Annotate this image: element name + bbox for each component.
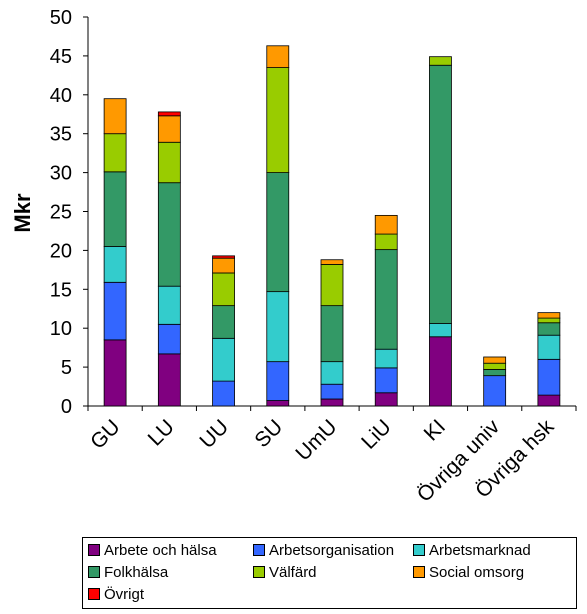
bar-segment — [429, 336, 452, 407]
bar-segment — [103, 98, 127, 135]
y-tick-label: 5 — [61, 357, 72, 379]
y-axis-label: Mkr — [10, 193, 35, 233]
bar-segment — [157, 141, 181, 184]
bar-segment — [483, 356, 507, 364]
bar-segment — [320, 383, 344, 400]
x-tick-label: GU — [86, 415, 125, 454]
bar-segment — [266, 400, 290, 407]
y-tick-label: 10 — [50, 318, 72, 340]
legend-swatch — [88, 588, 100, 600]
legend-swatch — [413, 544, 425, 556]
x-tick-label: UU — [195, 415, 233, 453]
bar-segment — [374, 214, 398, 235]
legend-swatch — [88, 544, 100, 556]
bar-segment — [157, 353, 181, 407]
bar-segment — [320, 305, 344, 363]
bar-segment — [537, 394, 561, 407]
legend-label: Arbetsmarknad — [429, 541, 531, 559]
bar-segment — [266, 291, 290, 363]
y-tick-label: 30 — [50, 163, 72, 185]
x-tick-label: LU — [144, 415, 179, 450]
y-tick-label: 40 — [50, 85, 72, 107]
bar-segment — [157, 115, 181, 143]
bar-segment — [483, 375, 507, 407]
x-tick-label: KI — [420, 415, 450, 445]
bar-segment — [157, 323, 181, 355]
legend-item: Folkhälsa — [88, 563, 168, 581]
legend-swatch — [253, 566, 265, 578]
bar-segment — [266, 361, 290, 401]
bar-segment — [374, 233, 398, 251]
legend-swatch — [88, 566, 100, 578]
bar-segment — [320, 361, 344, 385]
legend-label: Övrigt — [104, 585, 145, 603]
bar-segment — [103, 339, 127, 407]
bar-segment — [212, 380, 235, 407]
legend-label: Folkhälsa — [104, 563, 169, 581]
bar-segment — [103, 171, 127, 247]
bar-segment — [374, 348, 398, 369]
bar-segment — [212, 337, 235, 382]
y-tick-label: 0 — [61, 396, 72, 418]
bar-segment — [320, 398, 344, 407]
bar-segment — [483, 362, 507, 370]
bar-segment — [537, 334, 561, 360]
bar-segment — [266, 45, 290, 68]
y-tick-label: 15 — [50, 279, 72, 301]
bar-segment — [212, 255, 235, 259]
bar-segment — [157, 111, 181, 117]
x-tick-label: UmU — [291, 415, 341, 465]
x-tick-label: LiU — [357, 415, 396, 454]
x-tick-label: SU — [250, 415, 287, 452]
bar-segment — [374, 249, 398, 350]
y-tick-label: 20 — [50, 240, 72, 262]
y-tick-label: 50 — [50, 7, 72, 29]
y-tick-label: 25 — [50, 202, 72, 224]
bar-segment — [157, 285, 181, 325]
bar-segment — [537, 312, 561, 319]
bar-segment — [374, 367, 398, 394]
legend-label: Social omsorg — [429, 563, 525, 581]
bar-segment — [537, 317, 561, 324]
legend-item: Arbetsorganisation — [253, 541, 394, 559]
legend-label: Arbetsorganisation — [269, 541, 395, 559]
bar-segment — [537, 358, 561, 396]
bar-segment — [212, 272, 235, 307]
y-tick-label: 45 — [50, 46, 72, 68]
bar-segment — [537, 322, 561, 336]
bar-segment — [320, 259, 344, 265]
bar-segment — [212, 305, 235, 339]
bar-segment — [320, 264, 344, 307]
legend-item: Arbete och hälsa — [88, 541, 217, 559]
legend-item: Välfärd — [253, 563, 317, 581]
bar-segment — [483, 369, 507, 377]
bar-segment — [212, 257, 235, 274]
bar-segment — [103, 133, 127, 173]
legend-label: Välfärd — [269, 563, 317, 581]
bar-segment — [103, 246, 127, 283]
y-tick-label: 35 — [50, 124, 72, 146]
legend-swatch — [413, 566, 425, 578]
bar-segment — [429, 64, 452, 324]
bar-segment — [429, 323, 452, 338]
legend-swatch — [253, 544, 265, 556]
legend-item: Övrigt — [88, 585, 144, 603]
legend-item: Social omsorg — [413, 563, 524, 581]
legend-label: Arbete och hälsa — [104, 541, 217, 559]
bar-segment — [103, 281, 127, 341]
bar-segment — [266, 172, 290, 293]
bar-segment — [157, 182, 181, 287]
bar-segment — [266, 67, 290, 173]
legend: Arbete och hälsa Arbetsorganisation Arbets… — [82, 537, 577, 609]
bar-segment — [374, 392, 398, 407]
bar-segment — [429, 56, 452, 66]
legend-item: Arbetsmarknad — [413, 541, 531, 559]
